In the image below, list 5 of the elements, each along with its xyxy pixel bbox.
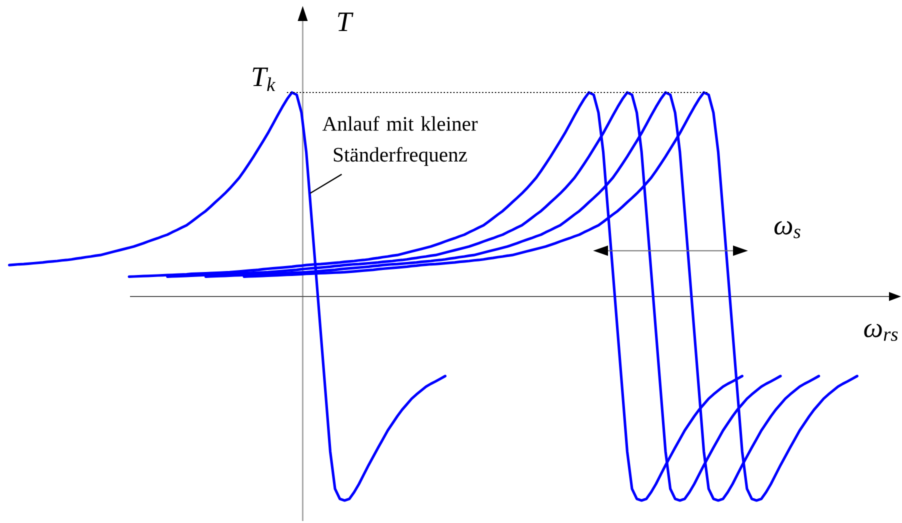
ref-line-label: T$_{k}$ xyxy=(252,68,276,92)
annotation: ω$_{s}$ xyxy=(774,221,800,238)
y-axis-title: T xyxy=(338,12,354,31)
x-axis-title: ω$_{rs}$ xyxy=(864,324,898,341)
annotation: Anlauf mit kleiner Ständerfrequenz xyxy=(322,116,478,166)
